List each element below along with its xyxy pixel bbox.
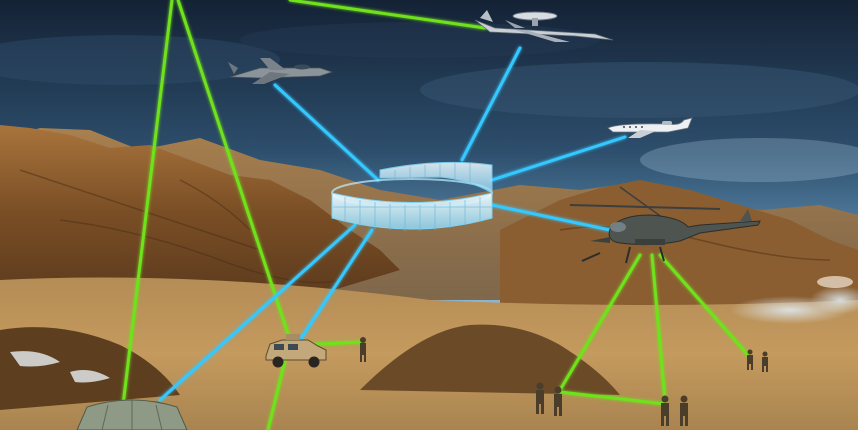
soldier-near-humvee: [360, 337, 366, 362]
clouds: [0, 22, 858, 182]
mountains: [0, 125, 400, 300]
awacs-plane: [474, 10, 614, 42]
snow-patches: [10, 351, 110, 383]
foreground-hill-left: [0, 327, 180, 410]
business-jet: [607, 117, 693, 138]
soldier-group-right: [661, 349, 768, 426]
communications-hub-ring: [331, 161, 493, 231]
fighter-jet: [228, 58, 334, 84]
mountains-right: [500, 180, 858, 320]
humvee: [265, 334, 327, 368]
foreground-hill: [360, 324, 620, 395]
blue-data-links: [158, 46, 627, 402]
tent: [76, 399, 188, 430]
soldier-group-center: [536, 382, 562, 416]
attack-helicopter: [569, 186, 761, 264]
smoke-right: [730, 276, 858, 324]
